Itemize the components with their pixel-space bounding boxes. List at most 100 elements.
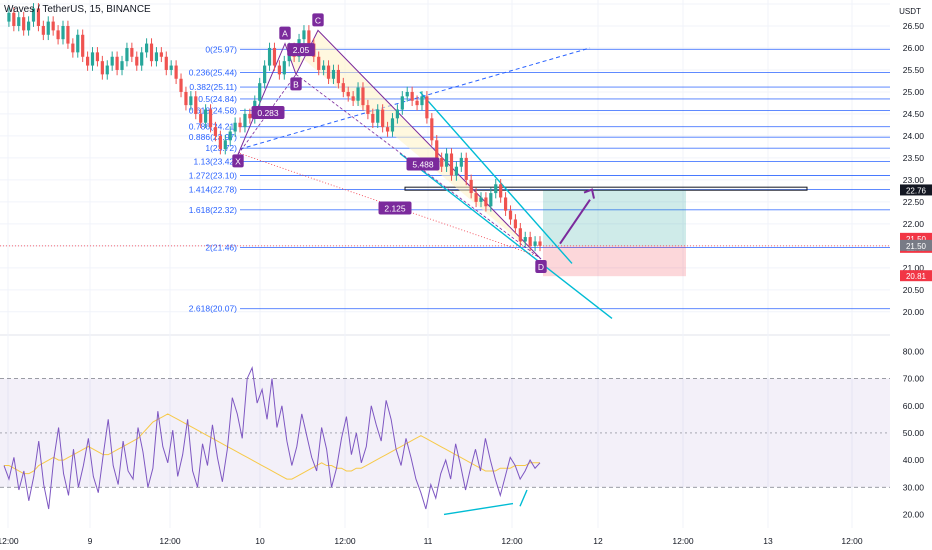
- candle-body: [81, 34, 85, 57]
- price-tick-label: 24.50: [903, 109, 925, 119]
- rsi-tick-label: 80.00: [903, 346, 925, 356]
- candle-body: [194, 96, 198, 114]
- candle-body: [331, 69, 336, 79]
- candle-body: [76, 34, 80, 53]
- candle-body: [341, 83, 345, 92]
- candle-body: [12, 12, 16, 26]
- candle-body: [366, 105, 370, 114]
- time-tick-label: 9: [88, 536, 93, 546]
- candle-body: [41, 25, 45, 35]
- candle-body: [533, 241, 537, 246]
- price-tick-label: 20.50: [903, 285, 925, 295]
- candle-body: [228, 131, 232, 141]
- ratio-label: 0.283: [257, 108, 279, 118]
- time-tick-label: 12:00: [672, 536, 694, 546]
- fib-level-label: 0.382(25.11): [189, 82, 237, 92]
- candle-body: [179, 78, 183, 92]
- loss-zone: [543, 245, 686, 277]
- rsi-tick-label: 50.00: [903, 428, 925, 438]
- projection-arrow: [559, 199, 591, 245]
- candle-body: [199, 113, 203, 123]
- time-tick-label: 12:00: [334, 536, 356, 546]
- rsi-tick-label: 60.00: [903, 401, 925, 411]
- candle-body: [484, 197, 488, 207]
- price-tick-label: 22.50: [903, 197, 925, 207]
- candle-body: [145, 43, 149, 53]
- rsi-tick-label: 70.00: [903, 374, 925, 384]
- candle-body: [528, 237, 532, 246]
- time-tick-label: 13: [763, 536, 773, 546]
- candle-body: [479, 197, 483, 202]
- candle-body: [400, 96, 404, 110]
- price-tick-label: 26.00: [903, 43, 925, 53]
- candle-body: [371, 113, 375, 123]
- candle-body: [71, 43, 75, 53]
- ratio-label-box: [378, 201, 412, 215]
- pattern-point-d: D: [538, 262, 544, 272]
- price-badge: [900, 239, 932, 251]
- time-tick-label: 12:00: [0, 536, 19, 546]
- price-tick-label: 20.00: [903, 307, 925, 317]
- candle-body: [449, 153, 454, 176]
- price-badge-label: 21.50: [906, 235, 927, 244]
- candle-body: [248, 113, 252, 119]
- candle-body: [307, 30, 311, 44]
- candle-body: [135, 56, 139, 66]
- candle-body: [454, 166, 459, 176]
- rsi-divergence-line: [443, 502, 514, 516]
- candle-body: [459, 157, 463, 167]
- price-tick-label: 25.00: [903, 87, 925, 97]
- candle-body: [56, 30, 60, 40]
- candle-body: [508, 210, 513, 220]
- candle-body: [51, 21, 55, 31]
- candle-body: [474, 193, 478, 202]
- candle-body: [110, 56, 114, 66]
- pattern-point-c-box: [312, 13, 324, 27]
- price-tick-label: 23.00: [903, 175, 925, 185]
- candle-body: [420, 96, 424, 106]
- candle-body: [440, 157, 444, 167]
- dashed-trendline: [239, 47, 591, 150]
- candle-body: [469, 179, 473, 194]
- candle-body: [7, 12, 11, 22]
- candle-body: [415, 100, 419, 106]
- projection-arrow-head: [583, 188, 595, 199]
- candle-body: [125, 47, 129, 62]
- rsi-divergence-line: [519, 489, 528, 507]
- candle-body: [140, 52, 144, 66]
- candle-body: [376, 109, 380, 123]
- candle-body: [95, 52, 100, 62]
- fib-level-label: 1.13(23.42): [194, 156, 238, 166]
- pattern-xb-line: [237, 74, 297, 155]
- candle-body: [213, 127, 218, 136]
- rsi-ma-line: [4, 413, 540, 480]
- candle-body: [425, 96, 429, 119]
- ratio-label: 2.05: [293, 45, 310, 55]
- fib-level-label: 0.5(24.84): [198, 94, 237, 104]
- candle-body: [22, 17, 26, 31]
- channel-upper-line: [419, 91, 573, 264]
- symbol-title: Waves / TetherUS, 15, BINANCE: [4, 4, 151, 15]
- candle-body: [31, 8, 36, 22]
- candle-body: [233, 122, 237, 132]
- time-tick-label: 12:00: [501, 536, 523, 546]
- candle-body: [258, 83, 262, 101]
- candle-body: [410, 91, 414, 101]
- candle-body: [356, 87, 360, 101]
- price-tick-label: 25.50: [903, 65, 925, 75]
- time-tick-label: 11: [424, 536, 433, 546]
- candle-body: [17, 17, 21, 26]
- pattern-point-a: A: [282, 29, 288, 39]
- horizontal-ray-box: [404, 186, 808, 191]
- candle-body: [85, 56, 90, 66]
- fib-level-label: 2(21.46): [205, 243, 237, 253]
- candle-body: [174, 65, 178, 79]
- candle-body: [130, 47, 134, 57]
- candle-body: [489, 193, 493, 207]
- candle-body: [26, 21, 31, 31]
- candle-body: [100, 61, 104, 75]
- candle-body: [390, 118, 395, 132]
- candle-body: [218, 135, 222, 150]
- candle-body: [36, 8, 41, 26]
